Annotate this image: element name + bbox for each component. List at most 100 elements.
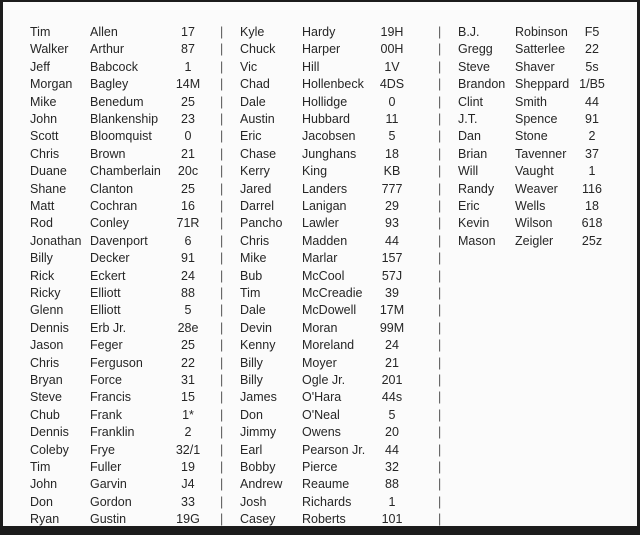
first-name: J.T. bbox=[458, 112, 478, 126]
car-number: 24 bbox=[181, 268, 195, 283]
car-number: 20 bbox=[385, 425, 399, 440]
last-name: Bloomquist bbox=[90, 129, 152, 144]
car-number: 15 bbox=[181, 390, 195, 405]
car-number: 1 bbox=[588, 164, 596, 179]
car-number: 32 bbox=[385, 460, 399, 474]
last-name: Hollenbeck bbox=[302, 77, 364, 92]
first-name: Billy bbox=[240, 373, 263, 387]
first-name: Bobby bbox=[240, 460, 276, 474]
first-name: Coleby bbox=[30, 442, 69, 457]
last-name: Marlar bbox=[302, 251, 338, 266]
first-name: Will bbox=[458, 164, 479, 179]
separator: | bbox=[438, 164, 442, 179]
last-name: Madden bbox=[302, 233, 348, 248]
last-name: Eckert bbox=[90, 268, 126, 283]
first-name: Chris bbox=[30, 355, 60, 370]
first-name: Jeff bbox=[30, 59, 50, 74]
last-name: Conley bbox=[90, 216, 129, 231]
last-name: Owens bbox=[302, 425, 341, 440]
first-name: Billy bbox=[30, 251, 53, 266]
car-number: 22 bbox=[585, 42, 599, 57]
car-number: 32/1 bbox=[175, 442, 201, 457]
last-name: Lanigan bbox=[302, 199, 347, 213]
car-number: 00H bbox=[380, 42, 404, 57]
car-number: 22 bbox=[181, 355, 195, 370]
car-number: 44 bbox=[385, 233, 399, 248]
car-number: 28e bbox=[177, 320, 199, 335]
first-name: Tim bbox=[240, 286, 261, 300]
separator: | bbox=[438, 94, 442, 109]
separator: | bbox=[220, 216, 224, 231]
separator: | bbox=[220, 251, 224, 266]
separator: | bbox=[438, 425, 442, 440]
car-number: 618 bbox=[581, 216, 603, 231]
last-name: Gustin bbox=[90, 512, 127, 527]
separator: | bbox=[438, 494, 442, 509]
last-name: Shaver bbox=[515, 59, 555, 74]
first-name: Josh bbox=[240, 494, 267, 509]
first-name: Scott bbox=[30, 129, 59, 144]
first-name: Glenn bbox=[30, 303, 64, 318]
separator: | bbox=[220, 303, 224, 318]
first-name: Tim bbox=[30, 25, 51, 39]
separator: | bbox=[438, 233, 442, 248]
separator: | bbox=[438, 477, 442, 492]
last-name: Brown bbox=[90, 146, 126, 161]
first-name: Randy bbox=[458, 181, 495, 196]
separator: | bbox=[220, 129, 224, 144]
separator: | bbox=[438, 268, 442, 283]
car-number: 1/B5 bbox=[579, 77, 605, 92]
last-name: Tavenner bbox=[515, 146, 567, 161]
separator: | bbox=[220, 442, 224, 457]
first-name: B.J. bbox=[458, 25, 480, 39]
first-name: Pancho bbox=[240, 216, 283, 231]
last-name: Moyer bbox=[302, 355, 337, 370]
last-name: Benedum bbox=[90, 94, 144, 109]
car-number: 18 bbox=[585, 199, 599, 213]
separator: | bbox=[220, 268, 224, 283]
first-name: Matt bbox=[30, 199, 55, 213]
first-name: Brandon bbox=[458, 77, 506, 92]
separator: | bbox=[438, 303, 442, 318]
last-name: Pearson Jr. bbox=[302, 442, 366, 457]
last-name: Franklin bbox=[90, 425, 135, 440]
car-number: 6 bbox=[184, 233, 192, 248]
first-name: Dennis bbox=[30, 425, 69, 440]
separator: | bbox=[220, 77, 224, 92]
last-name: Zeigler bbox=[515, 233, 554, 248]
car-number: 57J bbox=[381, 268, 403, 283]
car-number: 11 bbox=[385, 112, 399, 126]
car-number: 777 bbox=[381, 181, 403, 196]
car-number: 5s bbox=[585, 59, 599, 74]
first-name: Ricky bbox=[30, 286, 61, 300]
last-name: Harper bbox=[302, 42, 341, 57]
first-name: Kyle bbox=[240, 25, 265, 39]
first-name: Dale bbox=[240, 94, 266, 109]
car-number: KB bbox=[383, 164, 401, 179]
first-name: Dale bbox=[240, 303, 266, 318]
last-name: McCool bbox=[302, 268, 345, 283]
last-name: Spence bbox=[515, 112, 558, 126]
separator: | bbox=[220, 390, 224, 405]
first-name: Chris bbox=[240, 233, 270, 248]
first-name: Dennis bbox=[30, 320, 69, 335]
separator: | bbox=[438, 112, 442, 126]
last-name: Chamberlain bbox=[90, 164, 161, 179]
first-name: Chuck bbox=[240, 42, 276, 57]
first-name: Gregg bbox=[458, 42, 493, 57]
last-name: Force bbox=[90, 373, 122, 387]
car-number: 37 bbox=[585, 146, 599, 161]
last-name: Vaught bbox=[515, 164, 554, 179]
first-name: Mike bbox=[30, 94, 57, 109]
car-number: 19 bbox=[181, 460, 195, 474]
car-number: 16 bbox=[181, 199, 195, 213]
separator: | bbox=[220, 94, 224, 109]
car-number: 31 bbox=[181, 373, 195, 387]
car-number: 25z bbox=[581, 233, 603, 248]
car-number: 87 bbox=[181, 42, 195, 57]
last-name: Bagley bbox=[90, 77, 129, 92]
first-name: Eric bbox=[458, 199, 480, 213]
last-name: O'Hara bbox=[302, 390, 342, 405]
car-number: 20c bbox=[177, 164, 199, 179]
last-name: Sheppard bbox=[515, 77, 570, 92]
